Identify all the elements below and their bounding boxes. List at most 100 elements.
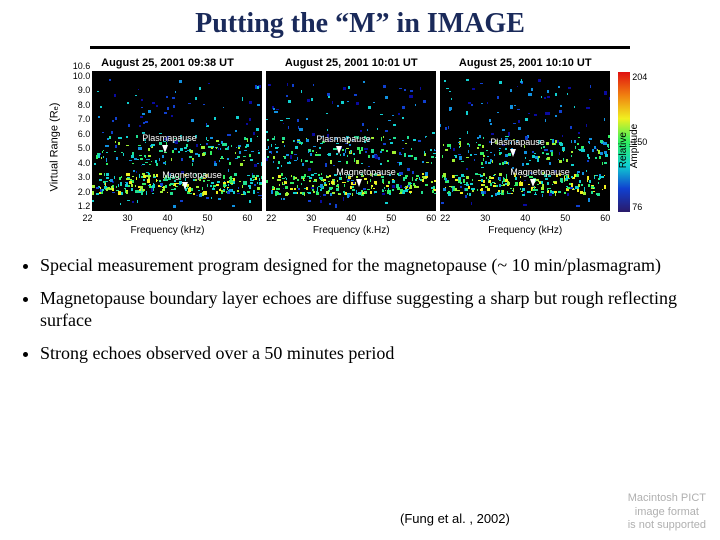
data-point [433, 186, 435, 189]
data-point [392, 189, 394, 191]
data-point [380, 114, 383, 116]
data-point [189, 156, 192, 158]
data-point [399, 172, 402, 175]
data-point [517, 86, 518, 87]
data-point [112, 120, 114, 122]
data-point [431, 162, 432, 164]
data-point [343, 197, 345, 200]
data-point [282, 141, 284, 143]
data-point [571, 151, 573, 153]
data-point [306, 187, 307, 190]
data-point [320, 200, 323, 203]
xtick: 22 [82, 213, 92, 223]
data-point [207, 140, 209, 142]
data-point [374, 181, 377, 183]
data-point [268, 84, 271, 86]
data-point [115, 145, 117, 148]
data-point [257, 104, 260, 106]
data-point [308, 168, 310, 171]
data-point [525, 157, 526, 158]
data-point [499, 148, 501, 150]
data-point [505, 138, 508, 139]
data-point [187, 139, 189, 142]
data-point [399, 193, 401, 194]
data-point [532, 189, 534, 191]
data-point [375, 155, 377, 158]
data-point [460, 192, 463, 193]
data-point [477, 147, 478, 149]
data-point [458, 177, 461, 180]
data-point [578, 137, 580, 138]
pict-line: is not supported [628, 519, 706, 532]
data-point [164, 112, 167, 114]
data-point [123, 153, 125, 155]
data-point [464, 188, 466, 191]
data-point [412, 177, 414, 180]
data-point [392, 115, 394, 117]
data-point [330, 193, 332, 196]
data-point [341, 101, 344, 104]
data-point [425, 136, 426, 137]
data-point [591, 188, 592, 190]
data-point [217, 181, 220, 183]
data-point [126, 191, 128, 194]
data-point [576, 174, 579, 177]
data-point [572, 177, 575, 179]
data-point [279, 184, 280, 185]
data-point [311, 187, 313, 189]
data-point [120, 203, 121, 206]
data-point [326, 191, 329, 194]
data-point [511, 193, 513, 194]
data-point [537, 184, 540, 185]
data-point [185, 178, 186, 181]
data-point [203, 180, 206, 182]
data-point [408, 185, 410, 187]
data-point [406, 187, 407, 188]
data-point [546, 158, 547, 160]
data-point [316, 191, 318, 194]
data-point [497, 112, 499, 114]
y-axis-label: Virtual Range (Rₑ) [48, 102, 60, 191]
data-point [559, 160, 562, 163]
data-point [311, 98, 312, 101]
data-point [283, 188, 284, 189]
data-point [202, 153, 205, 156]
data-point [180, 148, 183, 151]
data-point [483, 180, 485, 183]
data-point [392, 180, 395, 183]
data-point [564, 175, 566, 176]
data-point [491, 177, 494, 178]
data-point [491, 133, 494, 136]
data-point [237, 193, 240, 195]
data-point [466, 182, 468, 184]
data-point [236, 147, 237, 149]
data-point [138, 89, 139, 90]
data-point [405, 143, 407, 144]
data-point [142, 183, 145, 185]
data-point [337, 105, 339, 108]
data-point [272, 186, 274, 189]
data-point [357, 147, 360, 150]
data-point [530, 172, 532, 174]
data-point [507, 193, 510, 194]
data-point [297, 179, 299, 181]
data-point [332, 192, 335, 194]
data-point [142, 113, 145, 115]
data-point [470, 154, 472, 157]
data-point [474, 154, 477, 156]
ytick: 7.0 [78, 114, 91, 124]
data-point [148, 173, 150, 175]
data-point [544, 149, 547, 151]
data-point [345, 149, 347, 152]
data-point [412, 171, 414, 174]
data-point [310, 153, 312, 155]
data-point [216, 191, 218, 193]
data-point [505, 148, 508, 150]
data-point [170, 183, 173, 185]
data-point [371, 137, 374, 140]
data-point [290, 182, 293, 184]
data-point [510, 89, 512, 92]
data-point [147, 179, 150, 182]
arrow-icon [530, 179, 536, 187]
data-point [159, 180, 162, 181]
